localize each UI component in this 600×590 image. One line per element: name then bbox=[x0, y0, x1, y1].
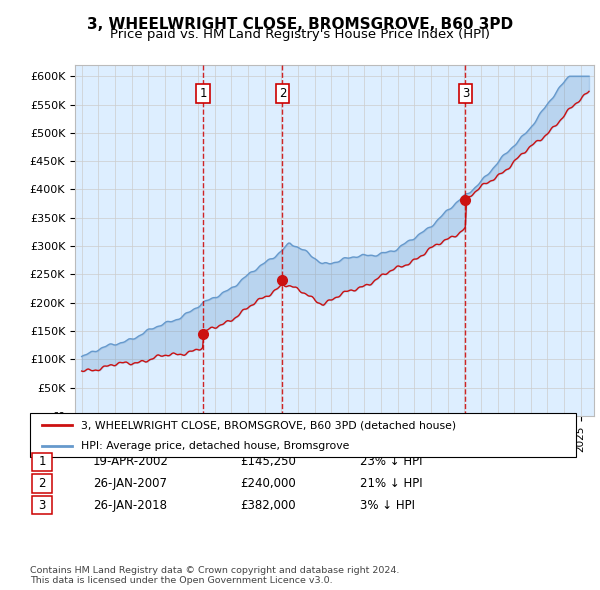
Text: Contains HM Land Registry data © Crown copyright and database right 2024.
This d: Contains HM Land Registry data © Crown c… bbox=[30, 566, 400, 585]
Text: 2: 2 bbox=[278, 87, 286, 100]
Text: £382,000: £382,000 bbox=[240, 499, 296, 512]
Text: 3, WHEELWRIGHT CLOSE, BROMSGROVE, B60 3PD: 3, WHEELWRIGHT CLOSE, BROMSGROVE, B60 3P… bbox=[87, 17, 513, 31]
Text: Price paid vs. HM Land Registry's House Price Index (HPI): Price paid vs. HM Land Registry's House … bbox=[110, 28, 490, 41]
Text: 1: 1 bbox=[38, 455, 46, 468]
Text: 23% ↓ HPI: 23% ↓ HPI bbox=[360, 455, 422, 468]
Text: 1: 1 bbox=[199, 87, 207, 100]
Text: HPI: Average price, detached house, Bromsgrove: HPI: Average price, detached house, Brom… bbox=[81, 441, 349, 451]
Text: 3, WHEELWRIGHT CLOSE, BROMSGROVE, B60 3PD (detached house): 3, WHEELWRIGHT CLOSE, BROMSGROVE, B60 3P… bbox=[81, 421, 456, 430]
Text: 26-JAN-2007: 26-JAN-2007 bbox=[93, 477, 167, 490]
Text: 3: 3 bbox=[38, 499, 46, 512]
Text: 21% ↓ HPI: 21% ↓ HPI bbox=[360, 477, 422, 490]
Text: 26-JAN-2018: 26-JAN-2018 bbox=[93, 499, 167, 512]
Text: £145,250: £145,250 bbox=[240, 455, 296, 468]
Text: 19-APR-2002: 19-APR-2002 bbox=[93, 455, 169, 468]
Text: 3: 3 bbox=[462, 87, 469, 100]
Text: £240,000: £240,000 bbox=[240, 477, 296, 490]
Text: 3% ↓ HPI: 3% ↓ HPI bbox=[360, 499, 415, 512]
Text: 2: 2 bbox=[38, 477, 46, 490]
